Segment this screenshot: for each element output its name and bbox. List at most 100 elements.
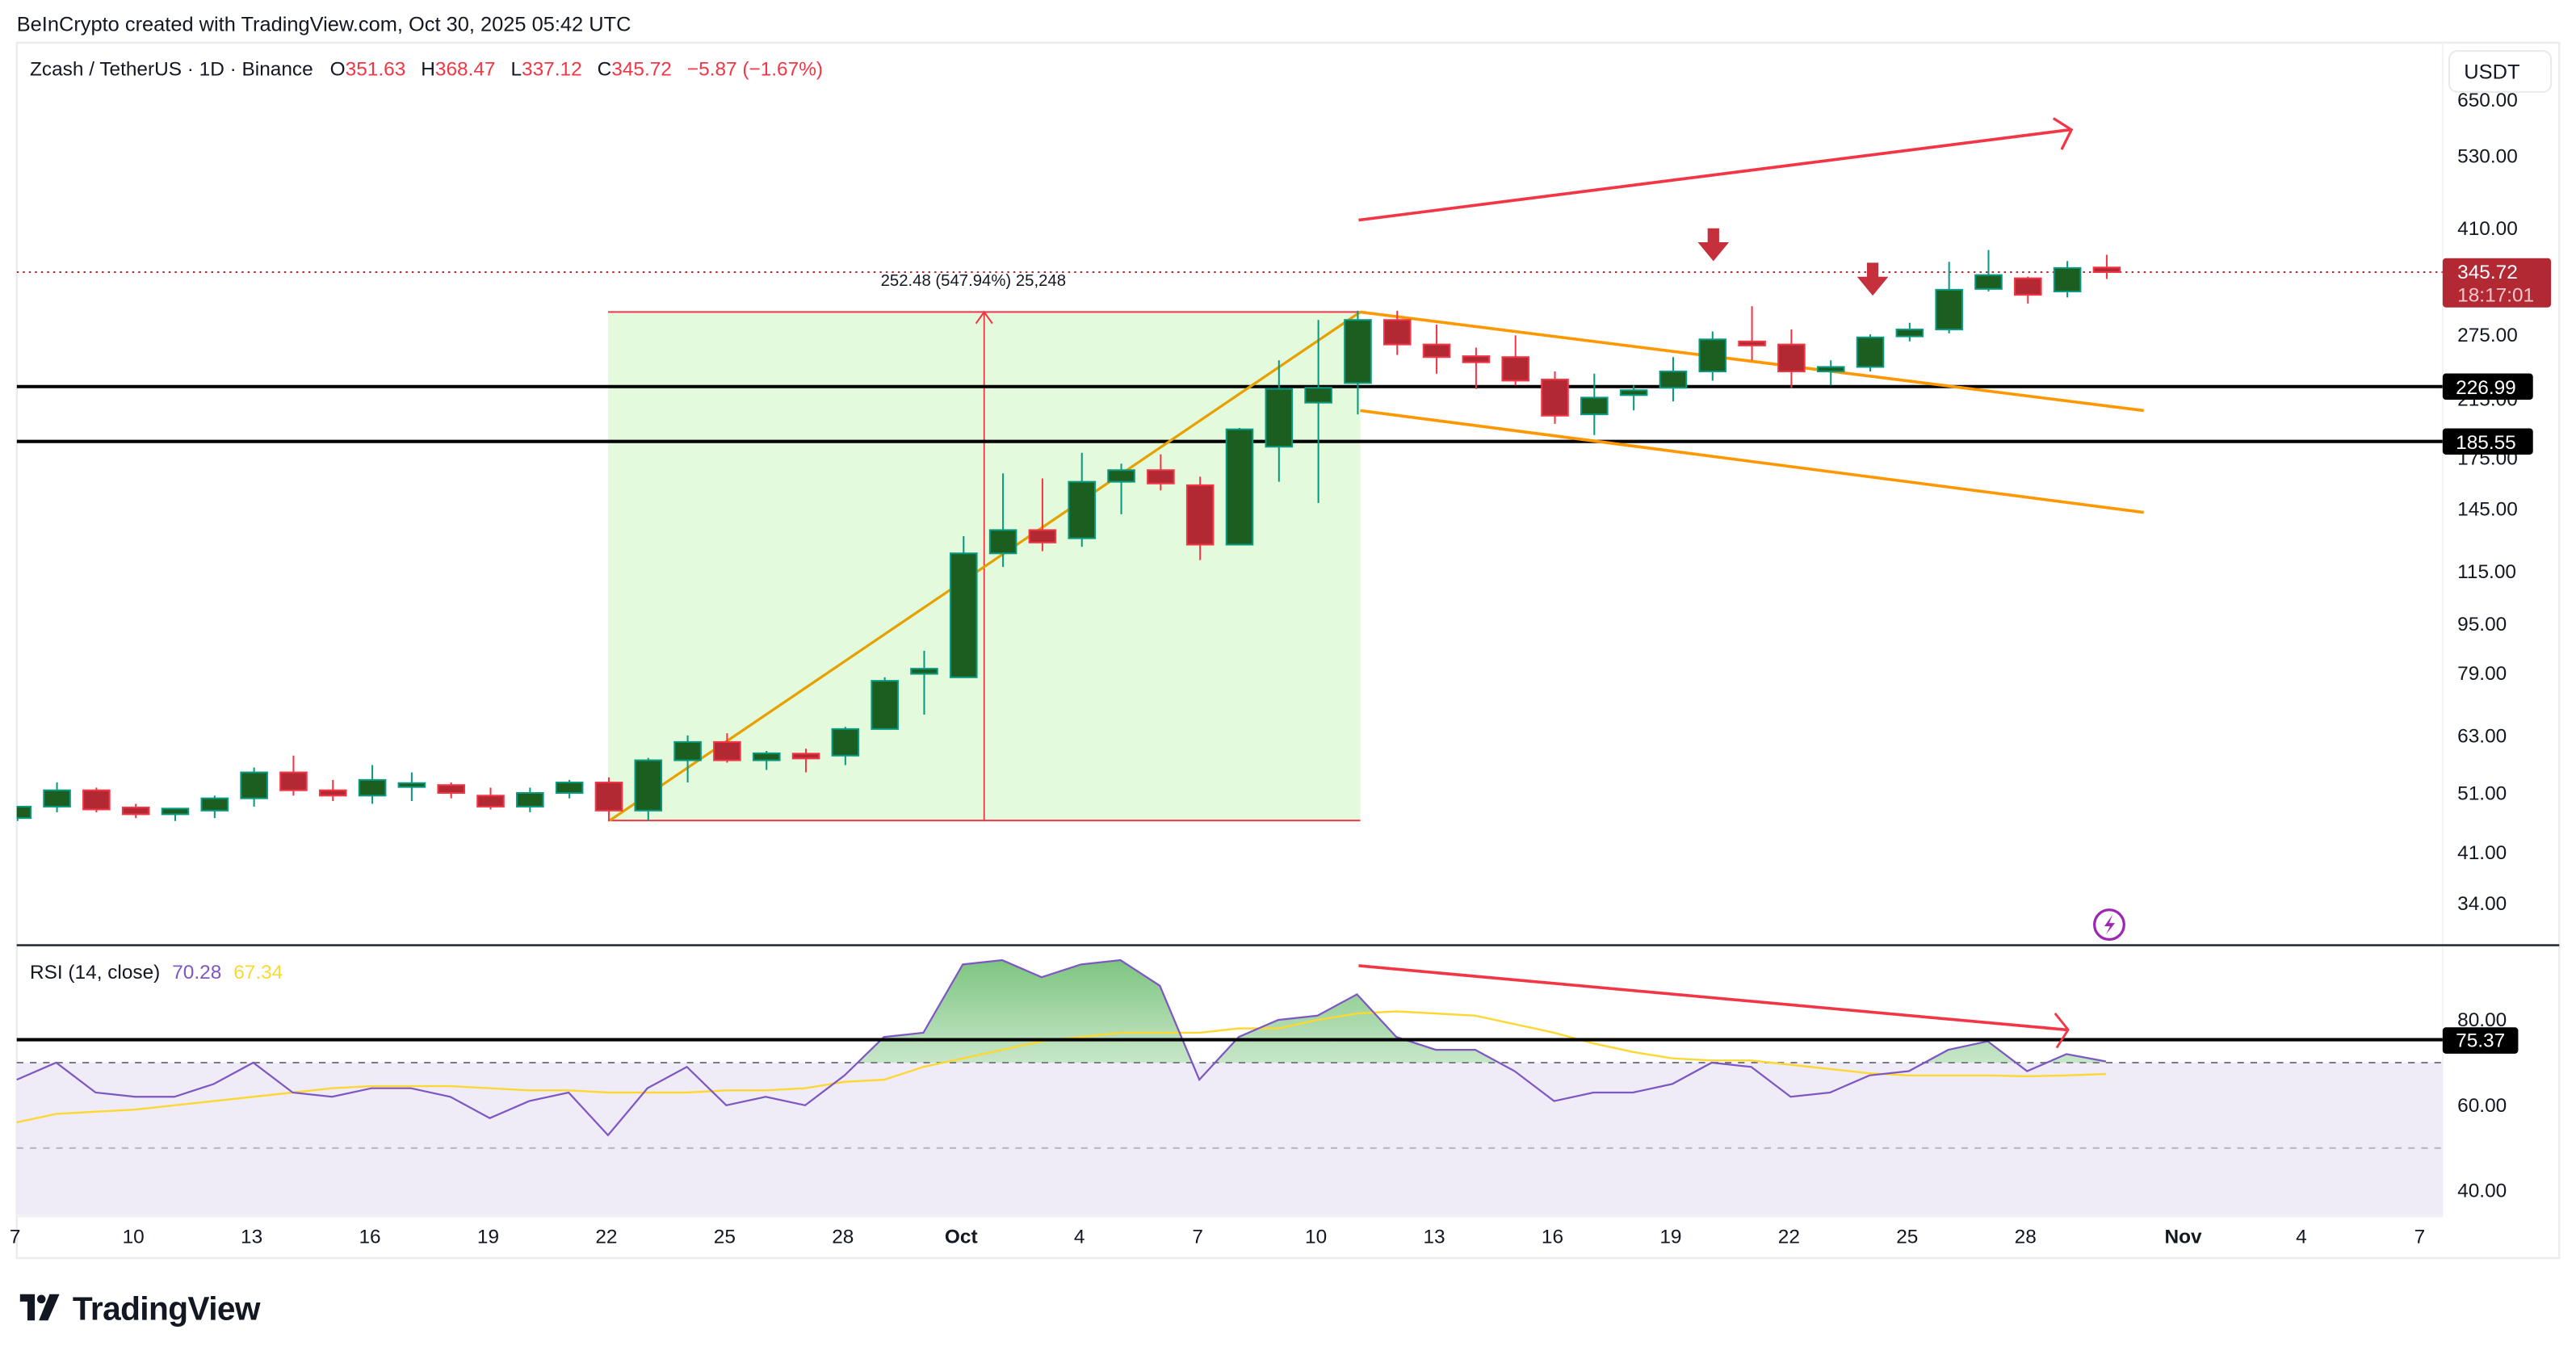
down-arrow-icon[interactable] [1697,228,1730,262]
candle-body [43,789,71,807]
candle-up[interactable] [950,536,978,678]
candle-down[interactable] [1777,329,1806,388]
candle-down[interactable] [1422,325,1451,374]
candle-up[interactable] [1974,250,2003,292]
candle-body [2092,266,2121,273]
candle-up[interactable] [43,782,71,812]
candle-up[interactable] [1580,373,1609,435]
candle-up[interactable] [1895,322,1924,342]
candle-up[interactable] [1816,360,1845,386]
change-value: −5.87 (−1.67%) [687,59,823,81]
candle-up[interactable] [1068,452,1097,547]
time-tick-label: 16 [1542,1227,1563,1248]
candle-down[interactable] [713,733,741,763]
candle-up[interactable] [1107,463,1135,514]
down-arrow-icon[interactable] [1856,262,1889,296]
candle-down[interactable] [121,803,150,819]
candle-body [279,771,308,791]
candle-down[interactable] [1028,478,1057,552]
candle-up[interactable] [910,650,938,715]
candle-up[interactable] [358,765,387,804]
candle-up[interactable] [752,751,781,770]
candle-down[interactable] [437,782,465,799]
candle-down[interactable] [279,755,308,796]
price-tick-label: 95.00 [2457,614,2507,635]
candle-up[interactable] [831,727,860,765]
candle-down[interactable] [1462,347,1491,389]
candle-up[interactable] [634,757,663,821]
candle-body [1541,378,1569,417]
candle-down[interactable] [1185,476,1215,560]
price-tick-label: 275.00 [2457,325,2518,346]
candle-down[interactable] [1382,310,1412,355]
candle-down[interactable] [82,787,111,812]
rsi-divergence-arrow-line[interactable] [1358,964,2067,1032]
flagpole-trendline[interactable] [609,311,1361,822]
candle-body [318,789,347,797]
candle-body [240,771,268,799]
candle-down[interactable] [318,779,347,802]
candle-up[interactable] [1698,331,1727,381]
currency-label: USDT [2464,61,2519,84]
candle-up[interactable] [1304,320,1332,503]
candle-up[interactable] [1225,427,1254,546]
candle-up[interactable] [1935,262,1963,333]
time-axis[interactable]: 7 10 13 16 19 22 25 28 Oct 4 7 10 13 16 19 22 25 28 Nov 4 7 [10,1227,2425,1248]
candle-down[interactable] [594,777,623,821]
price-pane[interactable]: 252.48 (547.94%) 25,248 [4,117,2443,822]
candle-up[interactable] [988,473,1017,568]
rsi-line[interactable] [16,958,2107,1137]
symbol-legend: Zcash / TetherUS · 1D · Binance O351.63 … [30,59,823,81]
candle-up[interactable] [240,767,268,807]
candle-up[interactable] [1619,385,1648,411]
candle-body [1068,480,1097,539]
candle-up[interactable] [2053,261,2082,298]
candle-up[interactable] [555,779,584,799]
time-tick-label: 19 [477,1227,499,1248]
candle-down[interactable] [1501,335,1529,386]
rsi-pane[interactable] [16,958,2443,1218]
candle-body [1816,366,1845,373]
currency-button[interactable]: USDT [2448,50,2553,93]
candle-up[interactable] [161,807,190,821]
channel-upper-line[interactable] [1360,310,2144,413]
candle-body [121,806,150,816]
candle-down[interactable] [1147,454,1175,491]
candle-up[interactable] [673,735,702,783]
candle-body [1107,469,1135,483]
candle-body [555,781,584,794]
candle-up[interactable] [4,805,32,821]
candle-up[interactable] [397,772,426,802]
candle-down[interactable] [476,787,505,810]
candle-body [2053,266,2082,292]
price-axis[interactable]: 650.00530.00410.00275.00215.00175.00145.… [2442,90,2552,915]
candle-up[interactable] [1856,334,1885,371]
candle-down[interactable] [1738,306,1766,361]
candle-body [1225,428,1254,546]
candle-up[interactable] [1344,310,1372,415]
candle-down[interactable] [2092,254,2121,279]
candle-down[interactable] [791,749,820,773]
channel-lower-line[interactable] [1360,409,2144,514]
candle-up[interactable] [871,677,899,730]
uptrend-arrow-line[interactable] [1358,128,2070,222]
candle-body [1462,355,1491,363]
time-tick-label: 4 [2296,1227,2307,1248]
candle-body [1185,484,1215,546]
open-value: 351.63 [346,59,406,81]
level-badge [2442,373,2533,401]
measure-arrow-icon [975,310,993,325]
candle-down[interactable] [1541,371,1569,424]
candle-body [1422,343,1451,359]
candle-up[interactable] [1659,357,1688,402]
tradingview-logo-icon [19,1294,60,1321]
lightning-icon[interactable] [2093,908,2125,942]
candle-up[interactable] [200,795,229,819]
candle-up[interactable] [1265,360,1294,482]
candle-down[interactable] [2014,276,2042,304]
candle-body [1619,389,1648,396]
brand-wordmark: TradingView [73,1290,261,1327]
candle-up[interactable] [516,787,544,812]
low-value: 337.12 [522,59,582,81]
